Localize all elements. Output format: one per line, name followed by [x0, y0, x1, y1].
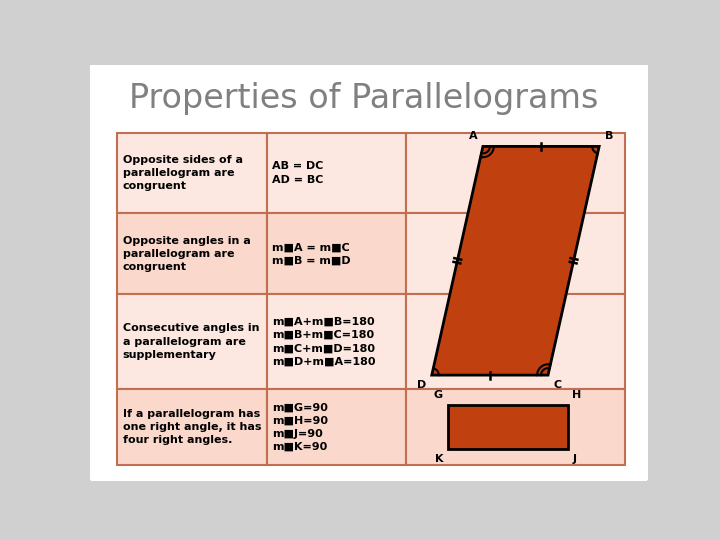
Text: Opposite sides of a
parallelogram are
congruent: Opposite sides of a parallelogram are co…	[122, 155, 243, 191]
Text: Consecutive angles in
a parallelogram are
supplementary: Consecutive angles in a parallelogram ar…	[122, 323, 259, 360]
Bar	[406, 389, 625, 465]
Text: C: C	[554, 381, 562, 390]
Text: m■G=90
m■H=90
m■J=90
m■K=90: m■G=90 m■H=90 m■J=90 m■K=90	[272, 402, 328, 452]
Bar	[117, 389, 266, 465]
Bar	[406, 294, 625, 389]
Bar	[117, 294, 266, 389]
Bar	[117, 132, 266, 213]
Bar	[266, 213, 406, 294]
Bar	[266, 132, 406, 213]
Text: K: K	[434, 454, 443, 464]
Text: H: H	[572, 390, 582, 400]
Text: B: B	[605, 131, 613, 141]
Text: A: A	[469, 131, 477, 141]
Text: G: G	[434, 390, 443, 400]
Text: J: J	[572, 454, 577, 464]
FancyBboxPatch shape	[87, 62, 651, 484]
Text: If a parallelogram has
one right angle, it has
four right angles.: If a parallelogram has one right angle, …	[122, 409, 261, 446]
Text: m■A = m■C
m■B = m■D: m■A = m■C m■B = m■D	[272, 242, 351, 266]
Text: m■A+m■B=180
m■B+m■C=180
m■C+m■D=180
m■D+m■A=180: m■A+m■B=180 m■B+m■C=180 m■C+m■D=180 m■D+…	[272, 317, 376, 367]
Bar	[406, 213, 625, 294]
Polygon shape	[432, 146, 599, 375]
Bar	[266, 389, 406, 465]
Text: AB = DC
AD = BC: AB = DC AD = BC	[272, 161, 323, 185]
Text: Properties of Parallelograms: Properties of Parallelograms	[129, 82, 598, 114]
Text: Opposite angles in a
parallelogram are
congruent: Opposite angles in a parallelogram are c…	[122, 235, 251, 272]
Bar	[448, 405, 568, 449]
Text: D: D	[417, 381, 426, 390]
Bar	[406, 132, 625, 213]
Bar	[117, 213, 266, 294]
Bar	[266, 294, 406, 389]
